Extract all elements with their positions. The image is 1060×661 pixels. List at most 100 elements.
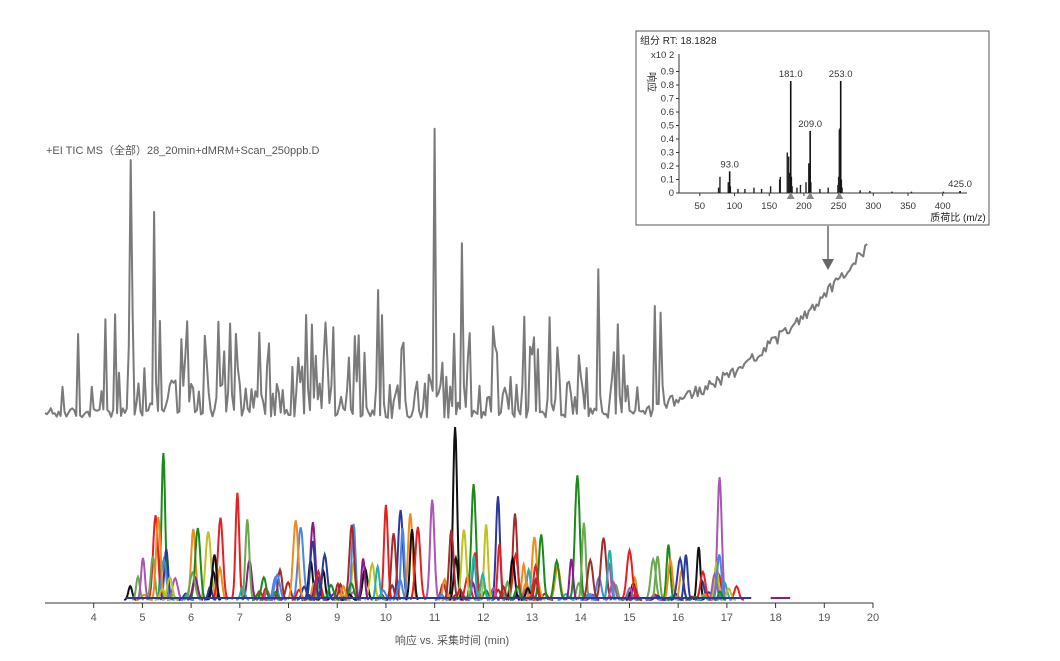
inset-peak-label: 93.0	[720, 159, 739, 170]
inset-y-tick-label: 0.4	[661, 134, 674, 145]
inset-y-tick-label: 0.7	[661, 94, 674, 105]
tic-trace	[44, 127, 868, 419]
inset-x-tick-label: 100	[727, 201, 743, 212]
mrm-peak	[661, 544, 676, 601]
x-tick-label: 18	[769, 612, 781, 624]
inset-y-tick-label: 0.2	[661, 161, 674, 172]
mrm-peak	[443, 529, 460, 601]
x-tick-label: 10	[380, 612, 392, 624]
mrm-peak	[145, 556, 160, 601]
mrm-peak	[371, 563, 385, 601]
x-tick-label: 8	[285, 612, 291, 624]
inset-x-tick-label: 400	[935, 201, 951, 212]
mass-spectrum-inset: 组分 RT: 18.1828 响应 x10 2 0 0.1 0.2 0.3 0.4 0.5…	[635, 30, 990, 226]
x-tick-label: 7	[237, 612, 243, 624]
inset-bars: 93.0 181.0 209.0 253.0 425.0	[717, 69, 972, 199]
mrm-peak	[528, 562, 543, 601]
mrm-peak	[645, 595, 662, 601]
inset-x-tick-label: 50	[695, 201, 706, 212]
mrm-peak	[505, 554, 521, 601]
inset-x-tick-label: 150	[761, 201, 777, 212]
x-tick-label: 6	[188, 612, 194, 624]
callout-arrow-head	[822, 259, 834, 270]
mrm-peak	[694, 569, 712, 601]
mrm-peak	[424, 499, 440, 600]
x-tick-label: 14	[575, 612, 587, 624]
inset-peak-label: 253.0	[829, 69, 853, 80]
inset-ylabel: 响应	[645, 72, 658, 92]
mrm-peak	[230, 492, 245, 600]
mrm-peak	[343, 524, 361, 601]
x-tick-label: 20	[867, 612, 879, 624]
inset-x-tick-label: 300	[865, 201, 881, 212]
mrm-peak	[679, 554, 693, 601]
inset-y-tick-label: 0.9	[661, 67, 674, 78]
mrm-peak	[577, 522, 591, 601]
mrm-peak	[441, 593, 455, 601]
mrm-peak	[692, 546, 705, 601]
inset-y-tick-label: 0.5	[661, 121, 674, 132]
inset-y-tick-label: 0.8	[661, 80, 674, 91]
mrm-peak	[649, 594, 666, 601]
mrm-peak	[404, 529, 420, 601]
x-tick-label: 19	[818, 612, 830, 624]
mrm-peak	[548, 557, 566, 601]
tic-label: +EI TIC MS（全部）28_20min+dMRM+Scan_250ppb.…	[46, 143, 319, 157]
inset-mz-marker	[835, 192, 844, 199]
x-tick-label: 15	[623, 612, 635, 624]
inset-mz-marker	[786, 192, 795, 199]
mrm-peak	[565, 558, 578, 601]
inset-y-tick-label: 0.6	[661, 107, 674, 118]
inset-xlabel: 质荷比 (m/z)	[930, 212, 986, 224]
mrm-peak	[711, 554, 727, 601]
x-tick-label: 16	[672, 612, 684, 624]
mrm-peak	[467, 555, 481, 601]
mrm-peak	[211, 517, 229, 601]
mrm-peak	[310, 568, 327, 601]
mrm-peak	[714, 590, 726, 601]
mrm-peak	[409, 526, 427, 601]
mrm-peak	[629, 592, 643, 601]
mrm-peak	[620, 546, 639, 601]
inset-peak-label: 181.0	[779, 69, 803, 80]
mrm-peak	[356, 558, 370, 601]
inset-x-tick-label: 350	[900, 201, 916, 212]
x-axis-title: 响应 vs. 采集时间 (min)	[395, 633, 509, 647]
mrm-peak	[602, 549, 617, 601]
mrm-peak	[568, 475, 586, 600]
mrm-peak	[207, 554, 222, 601]
x-tick-label: 11	[429, 612, 440, 624]
inset-x-tick-label: 250	[831, 201, 847, 212]
mrm-peak	[286, 520, 305, 601]
inset-y-tick-label: 0	[669, 188, 674, 199]
mrm-peak	[316, 551, 334, 601]
mrm-peak	[136, 557, 150, 601]
x-tick-label: 4	[91, 612, 97, 624]
inset-peak-label: 425.0	[948, 179, 972, 190]
inset-y-scale: x10 2	[651, 50, 674, 61]
mrm-peak	[650, 555, 665, 601]
mrm-peak	[240, 519, 255, 601]
x-tick-label: 12	[477, 612, 489, 624]
inset-title: 组分 RT: 18.1828	[640, 34, 717, 47]
x-tick-label: 13	[526, 612, 538, 624]
mrm-peak	[479, 524, 493, 601]
inset-mz-marker	[806, 192, 815, 199]
x-tick-label: 9	[334, 612, 340, 624]
mrm-peak	[697, 595, 711, 601]
main-chart: +EI TIC MS（全部）28_20min+dMRM+Scan_250ppb.…	[44, 127, 879, 647]
inset-y-tick-label: 0.3	[661, 148, 674, 159]
callout-arrow	[822, 226, 834, 270]
mrm-peak	[448, 554, 463, 601]
mrm-peak	[581, 556, 600, 601]
x-axis-ticks: 4 5 6 7 8 9 10 11 12 13 14 15 16 17 18 19 20	[91, 603, 879, 624]
inset-peak-label: 209.0	[798, 119, 822, 130]
mrm-peak	[533, 534, 550, 601]
inset-axes: 0 0.1 0.2 0.3 0.4 0.5 0.6 0.7 0.8 0.9 50 100 150 200 2…	[661, 54, 967, 212]
mrm-peak	[434, 593, 448, 601]
mrm-traces	[123, 426, 791, 601]
x-tick-label: 5	[139, 612, 145, 624]
x-tick-label: 17	[721, 612, 733, 624]
inset-y-tick-label: 0.1	[661, 175, 674, 186]
